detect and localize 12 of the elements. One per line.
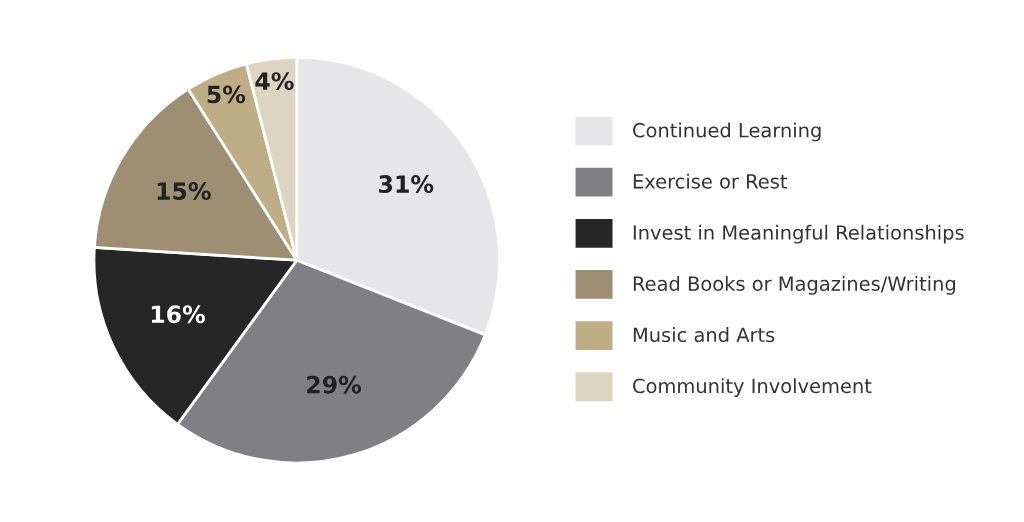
legend-label: Community Involvement xyxy=(633,378,872,398)
data-label: 15% xyxy=(157,182,211,200)
legend-label: Invest in Meaningful Relationships xyxy=(633,224,964,244)
data-label: 29% xyxy=(307,375,362,394)
legend-label: Exercise or Rest xyxy=(633,173,787,189)
data-label: 31% xyxy=(379,175,434,193)
legend-label: Music and Arts xyxy=(633,327,775,343)
legend-label: Continued Learning xyxy=(633,122,821,142)
data-label: 4% xyxy=(255,72,294,91)
data-label: 16% xyxy=(151,305,205,324)
legend-label: Read Books or Magazines/Writing xyxy=(633,275,955,295)
data-label: 5% xyxy=(207,85,246,104)
